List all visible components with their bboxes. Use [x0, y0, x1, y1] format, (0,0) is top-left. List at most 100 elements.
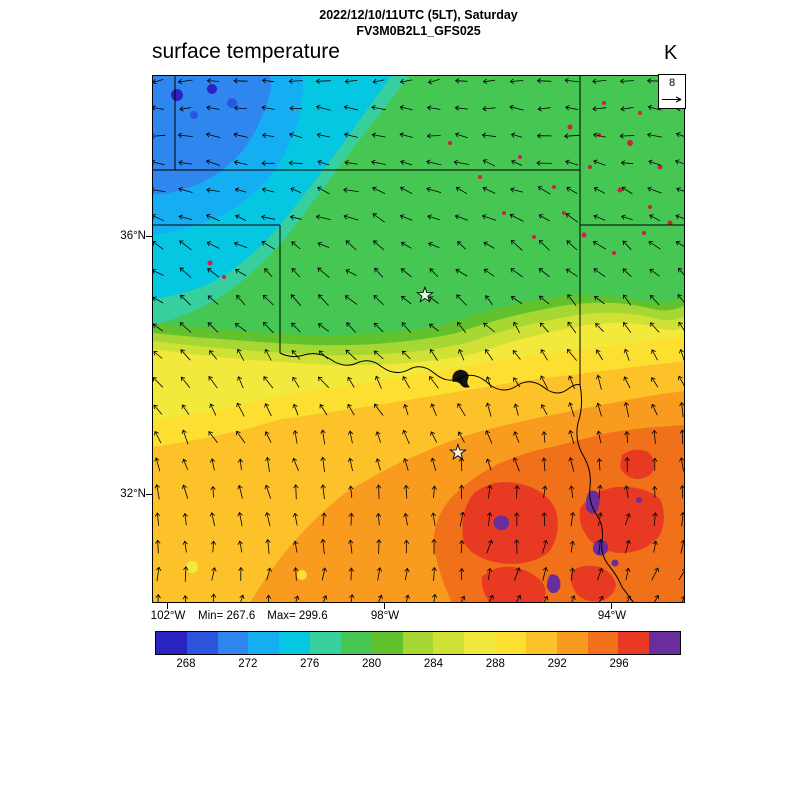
wind-vector: [485, 458, 492, 471]
wind-vector: [624, 485, 630, 499]
wind-vector: [625, 595, 632, 603]
wind-vector: [291, 349, 301, 360]
temp-speckle: [186, 561, 198, 573]
colorbar-tick-row: 268 272 276 280 284 288 292 296: [155, 658, 681, 674]
wind-vector: [541, 457, 547, 472]
wind-vector: [316, 132, 330, 138]
wind-vector: [315, 104, 331, 111]
wind-vector: [289, 132, 303, 139]
wind-vector: [209, 512, 216, 527]
wind-vector: [261, 187, 275, 193]
wind-vector: [320, 484, 326, 500]
wind-vector: [206, 241, 220, 249]
wind-vector: [154, 430, 162, 444]
wind-vector: [541, 512, 547, 527]
wind-vector: [625, 539, 631, 554]
wind-vector: [679, 348, 685, 361]
wind-vector: [460, 595, 466, 603]
wind-vector: [155, 539, 161, 554]
wind-vector: [427, 79, 440, 85]
colorbar-segment: [186, 632, 218, 654]
wind-vector: [509, 78, 524, 85]
temp-band-296-298: [462, 482, 558, 564]
wind-vector: [399, 105, 413, 111]
wind-vector: [537, 106, 551, 112]
wind-vector: [322, 595, 328, 603]
wind-vector: [624, 430, 630, 443]
colorbar-segment: [371, 632, 403, 654]
wind-vector: [568, 429, 575, 445]
wind-vector: [486, 539, 494, 554]
wind-vector: [208, 376, 218, 389]
wind-vector: [344, 295, 358, 305]
wind-vector: [592, 240, 607, 250]
wind-vector: [399, 214, 413, 221]
wind-vector: [621, 186, 633, 195]
wind-vector: [177, 78, 193, 85]
wind-vector: [289, 105, 302, 111]
axis-tick: [384, 603, 385, 609]
wind-vector: [426, 105, 441, 111]
wind-vector: [564, 77, 579, 84]
wind-vector: [454, 105, 468, 111]
wind-vector: [677, 293, 685, 305]
wind-vector: [236, 348, 245, 361]
wind-vector: [564, 133, 580, 139]
wind-vector: [345, 349, 357, 361]
reference-vector-value: 8: [668, 77, 676, 89]
wind-vector: [292, 430, 298, 444]
model-line: FV3M0B2L1_GFS025: [356, 24, 481, 38]
wind-vector: [429, 375, 439, 389]
wind-vector: [261, 240, 275, 250]
wind-vector: [293, 484, 299, 500]
temp-speckle: [237, 470, 247, 480]
wind-vector: [485, 402, 492, 417]
wind-vector: [540, 349, 548, 361]
wind-vector: [458, 484, 465, 499]
wind-vector: [649, 214, 661, 222]
wind-vector: [208, 431, 218, 444]
wind-vector: [457, 431, 465, 443]
wind-vector: [649, 268, 660, 277]
wind-vector: [487, 512, 493, 527]
temp-band-296-298: [570, 565, 616, 602]
minmax-stats: Min= 267.6 Max= 299.6: [198, 610, 328, 622]
wind-vector: [481, 132, 497, 138]
wind-vector: [210, 540, 217, 553]
wind-vector: [206, 187, 220, 193]
wind-vector: [207, 295, 219, 305]
wind-vector: [371, 132, 386, 138]
wind-vector: [264, 484, 272, 499]
wind-vector: [592, 78, 607, 84]
colorbar-segment: [556, 632, 588, 654]
wind-vector: [623, 401, 630, 418]
wind-vector: [180, 294, 191, 306]
wind-vector: [233, 132, 248, 138]
valid-time-line: 2022/12/10/11UTC (5LT), Saturday: [319, 8, 518, 22]
wind-vector: [347, 430, 354, 444]
wind-vector: [675, 240, 685, 248]
wind-vector: [620, 106, 634, 112]
lat-label-32n: 32°N: [120, 488, 146, 500]
wind-vector: [372, 78, 385, 85]
wind-vector: [152, 377, 164, 388]
wind-vector: [291, 322, 301, 333]
wind-vector: [403, 512, 409, 526]
wind-vector: [315, 78, 331, 84]
min-stat: Min= 267.6: [198, 610, 256, 622]
colorbar-segment: [433, 632, 465, 654]
wind-vector: [455, 78, 468, 84]
wind-vector: [483, 241, 495, 249]
colorbar-segment: [340, 632, 372, 654]
wind-vector: [209, 403, 217, 416]
wind-vector: [179, 240, 192, 251]
wind-vector: [155, 593, 161, 603]
colorbar-segment: [587, 632, 619, 654]
wind-vector: [569, 540, 576, 553]
wind-vector: [371, 105, 386, 111]
colorbar-segment: [248, 632, 280, 654]
colorbar-segment: [156, 632, 187, 654]
wind-vector: [597, 538, 603, 555]
wind-vector: [568, 456, 575, 472]
